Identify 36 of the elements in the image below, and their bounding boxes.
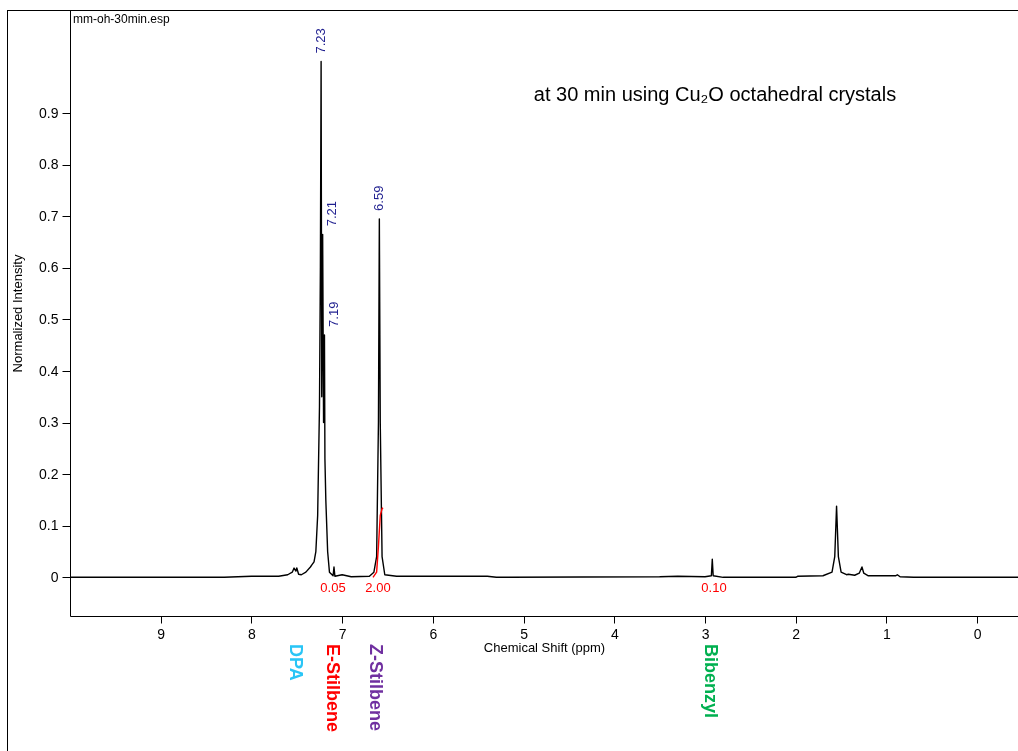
text: E-Stilbene: [323, 644, 343, 733]
text: Z-Stilbene: [366, 644, 386, 732]
annotation: 0.05: [320, 580, 346, 595]
annotation: 7.23: [313, 28, 329, 54]
annotation: mm-oh-30min.esp: [73, 12, 171, 26]
y-tick-label: 0.8: [39, 156, 59, 173]
x-tick-label: 8: [248, 625, 257, 642]
text: at 30 min using Cu₂O octahedral crystals: [533, 83, 897, 105]
x-tick-label: 0: [973, 625, 982, 642]
x-tick-label: 4: [610, 625, 619, 642]
x-tick-label: 1: [883, 625, 892, 642]
x-tick-label: 6: [429, 625, 438, 642]
annotation: 0.10: [701, 580, 727, 595]
x-tick-label: 9: [157, 625, 166, 642]
annotation: 7.19: [325, 301, 341, 327]
x-tick-label: 3: [701, 625, 710, 642]
y-tick-label: 0.1: [39, 517, 59, 534]
x-tick-label: 5: [520, 625, 529, 642]
y-tick-label: 0.3: [39, 414, 59, 431]
annotation: 6.59: [371, 185, 387, 211]
y-tick-label: 0.9: [39, 104, 59, 121]
x-axis-title: Chemical Shift (ppm): [483, 639, 606, 655]
y-tick-label: 0.4: [39, 362, 59, 379]
annotation: 7.21: [324, 201, 340, 227]
line-series: [372, 506, 384, 579]
y-tick-label: 0.6: [39, 259, 59, 276]
x-tick-label: 7: [338, 625, 347, 642]
text: Bibenzyl: [701, 644, 721, 719]
y-tick-label: 0.2: [39, 465, 59, 482]
x-tick-label: 2: [792, 625, 801, 642]
y-axis-title: Normalized Intensity: [10, 254, 26, 373]
y-tick-label: 0.7: [39, 207, 59, 224]
y-tick-label: 0.5: [39, 310, 59, 327]
text: DPA: [286, 644, 306, 681]
y-tick-label: 0: [50, 568, 59, 585]
annotation: 2.00: [365, 580, 391, 595]
